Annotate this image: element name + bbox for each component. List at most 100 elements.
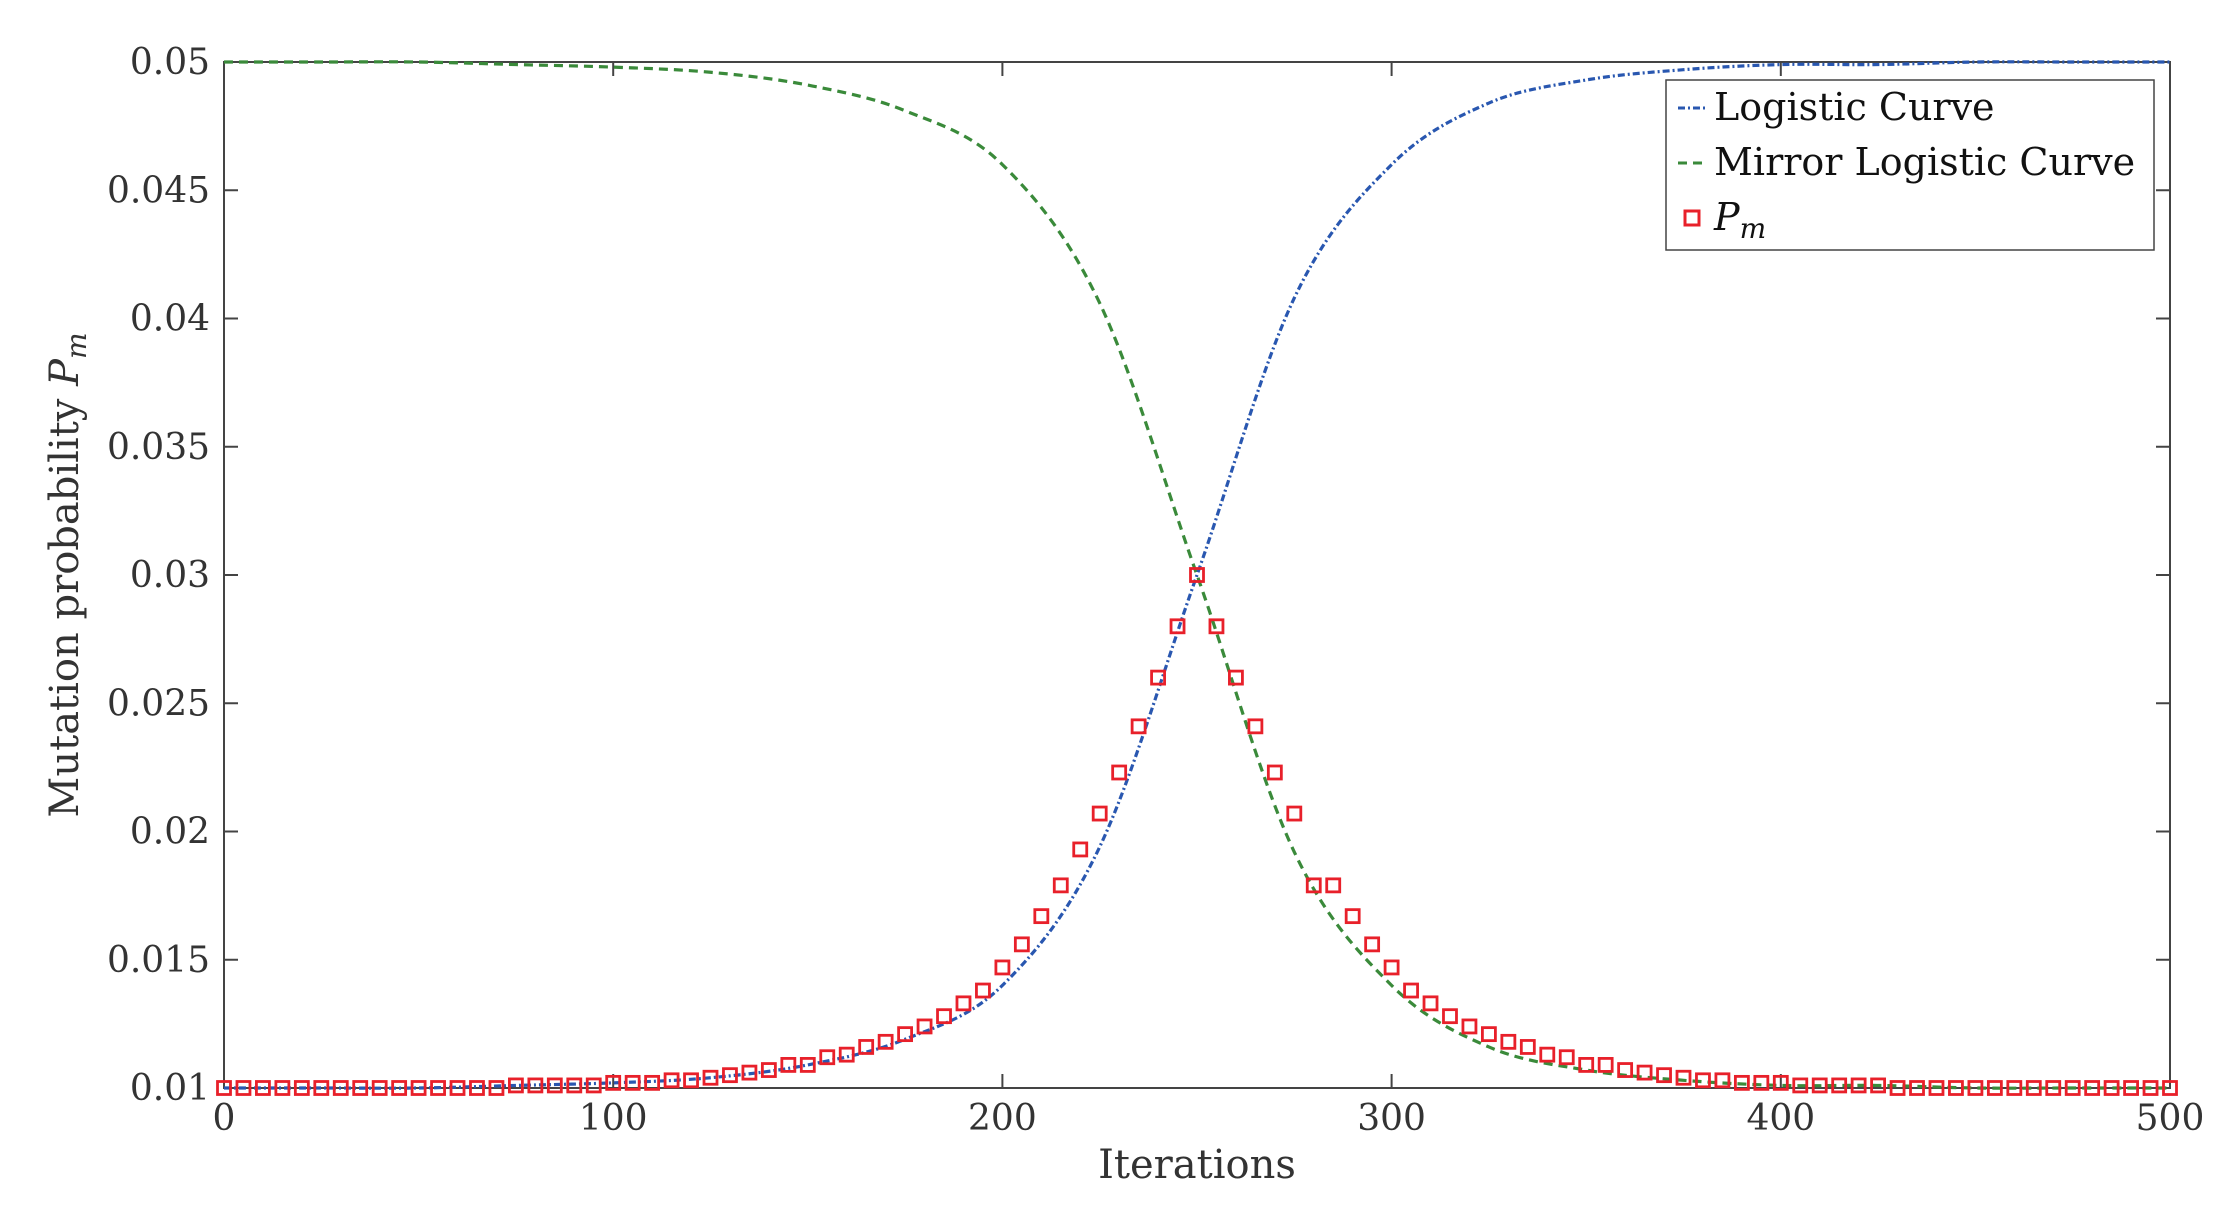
pm-marker: [1500, 1033, 1517, 1050]
pm-marker: [975, 982, 991, 999]
pm-marker: [624, 1074, 641, 1091]
pm-marker: [1986, 1080, 2003, 1096]
y-axis-title: Mutation probability Pm: [42, 332, 93, 817]
pm-marker: [449, 1080, 466, 1096]
y-tick-label: 0.045: [107, 170, 210, 211]
pm-marker: [391, 1080, 408, 1096]
pm-marker: [1383, 959, 1400, 976]
pm-marker: [1597, 1057, 1614, 1073]
pm-marker: [1111, 764, 1128, 781]
legend-label-pm-symbol: P: [1713, 195, 1741, 239]
pm-marker: [507, 1077, 524, 1094]
pm-marker: [1519, 1039, 1536, 1055]
pm-marker: [1208, 618, 1225, 635]
pm-marker: [2162, 1080, 2178, 1096]
legend-swatch-pm: [1683, 209, 1701, 227]
pm-marker: [2103, 1080, 2120, 1096]
pm-marker: [1072, 841, 1089, 858]
y-tick-label: 0.04: [130, 299, 210, 340]
legend-label-pm-subscript: m: [1740, 212, 1767, 245]
pm-marker: [2006, 1080, 2023, 1096]
pm-marker: [2025, 1080, 2042, 1096]
pm-marker: [858, 1039, 875, 1055]
pm-marker: [1169, 618, 1186, 635]
pm-marker: [819, 1049, 836, 1066]
plot-series: [216, 60, 2178, 1096]
pm-marker: [683, 1072, 699, 1089]
pm-marker: [605, 1074, 622, 1091]
y-axis-title-subscript: m: [60, 332, 93, 359]
y-tick-label: 0.05: [130, 42, 210, 83]
pm-marker: [430, 1080, 446, 1096]
pm-marker: [1675, 1069, 1692, 1086]
pm-marker: [1442, 1008, 1458, 1025]
pm-marker: [1636, 1064, 1653, 1081]
y-axis-title-text: Mutation probability: [42, 386, 88, 818]
pm-marker: [1305, 877, 1322, 894]
pm-marker: [955, 995, 972, 1012]
pm-marker: [332, 1080, 349, 1096]
pm-marker: [546, 1077, 563, 1094]
pm-marker: [1481, 1026, 1497, 1043]
pm-marker: [1967, 1080, 1984, 1096]
legend-label-mirror: Mirror Logistic Curve: [1714, 140, 2135, 184]
pm-marker: [760, 1062, 777, 1078]
pm-marker: [1578, 1057, 1595, 1073]
series-line-1: [224, 60, 2170, 1090]
pm-marker: [1714, 1072, 1731, 1089]
pm-marker: [1539, 1046, 1556, 1063]
pm-marker: [255, 1080, 271, 1096]
pm-marker: [1909, 1080, 1925, 1096]
y-tick-label: 0.025: [107, 683, 210, 724]
pm-marker: [274, 1080, 291, 1096]
pm-marker: [2142, 1080, 2159, 1096]
pm-marker: [1033, 908, 1050, 925]
y-tick-label: 0.035: [107, 427, 210, 468]
pm-marker: [488, 1080, 505, 1096]
legend-label-logistic: Logistic Curve: [1714, 85, 1995, 129]
pm-marker: [1811, 1077, 1828, 1094]
pm-marker: [838, 1046, 855, 1063]
pm-marker: [1772, 1074, 1789, 1091]
pm-marker: [371, 1080, 388, 1096]
pm-marker: [1286, 805, 1303, 822]
pm-marker: [1013, 936, 1030, 953]
pm-marker: [2084, 1080, 2101, 1096]
pm-marker: [2064, 1080, 2081, 1096]
series-line-0: [224, 60, 2170, 1090]
pm-marker: [1364, 936, 1381, 953]
pm-marker: [1150, 669, 1166, 686]
pm-marker: [916, 1018, 933, 1035]
pm-marker: [722, 1067, 738, 1084]
pm-marker: [1403, 982, 1419, 999]
pm-marker: [527, 1077, 544, 1094]
pm-marker: [1733, 1074, 1750, 1091]
y-tick-label: 0.01: [130, 1068, 210, 1109]
pm-marker: [1870, 1077, 1886, 1094]
x-tick-label: 500: [2136, 1098, 2205, 1139]
pm-marker: [1889, 1080, 1906, 1096]
pm-marker: [1247, 718, 1264, 735]
pm-marker: [936, 1008, 952, 1025]
x-tick-label: 0: [213, 1098, 236, 1139]
pm-marker: [1189, 567, 1205, 583]
pm-marker: [780, 1057, 797, 1073]
pm-marker: [1266, 764, 1283, 781]
legend: Logistic Curve Mirror Logistic Curve Pm: [1665, 79, 2155, 251]
legend-label-pm: Pm: [1713, 195, 1766, 245]
pm-marker: [702, 1069, 719, 1086]
pm-marker: [2123, 1080, 2139, 1096]
pm-marker: [216, 1080, 232, 1096]
pm-marker: [1695, 1072, 1711, 1089]
pm-marker: [1325, 877, 1342, 894]
pm-marker: [313, 1080, 330, 1096]
x-tick-label: 300: [1357, 1098, 1426, 1139]
pm-marker: [566, 1077, 583, 1094]
pm-marker: [1617, 1062, 1634, 1078]
pm-marker: [1948, 1080, 1964, 1096]
pm-marker: [877, 1033, 894, 1050]
pm-marker: [293, 1080, 310, 1096]
x-tick-label: 100: [579, 1098, 648, 1139]
pm-marker: [1656, 1067, 1672, 1084]
